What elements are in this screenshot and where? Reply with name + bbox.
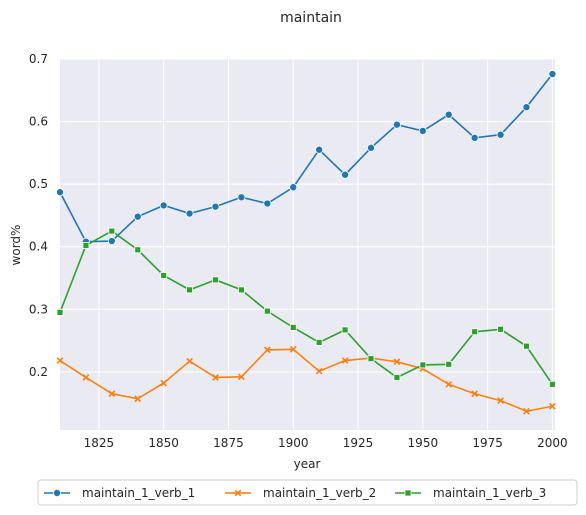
data-point [470, 133, 479, 142]
y-tick-label: 0.7 [29, 52, 48, 66]
series-line [59, 73, 554, 243]
data-point [549, 380, 556, 388]
data-point [444, 110, 453, 119]
data-point [289, 345, 297, 353]
x-axis-label: year [294, 457, 321, 471]
x-tick-label: 1925 [343, 436, 374, 450]
series-2 [56, 345, 556, 415]
data-point [185, 209, 194, 218]
data-point [238, 373, 245, 381]
data-point [315, 367, 323, 375]
legend-item-3: maintain_1_verb_3 [395, 486, 546, 500]
data-point [289, 183, 298, 192]
data-point [160, 379, 168, 387]
data-point [315, 145, 324, 154]
y-tick-label: 0.3 [29, 302, 48, 316]
data-point [445, 380, 453, 388]
data-point [107, 237, 116, 246]
x-tick-label: 1875 [213, 436, 244, 450]
data-point [419, 361, 427, 369]
x-tick-label: 1975 [472, 436, 503, 450]
legend-marker [234, 489, 242, 497]
data-point [418, 126, 427, 135]
grid [60, 58, 555, 430]
data-point [392, 120, 401, 129]
data-point [522, 103, 531, 112]
data-point [471, 328, 479, 336]
x-tick-label: 1825 [84, 436, 115, 450]
data-point [159, 201, 168, 210]
data-point [134, 246, 142, 254]
legend-item-1: maintain_1_verb_1 [44, 486, 195, 500]
data-point [133, 212, 142, 221]
legend-item-2: maintain_1_verb_2 [225, 486, 376, 500]
y-tick-label: 0.2 [29, 365, 48, 379]
data-point [82, 374, 90, 381]
data-point [393, 358, 401, 366]
legend-frame [37, 479, 578, 506]
x-tick-label: 1950 [408, 436, 439, 450]
series-3 [56, 227, 556, 388]
axis-ticks: 1825 1850 1875 1900 1925 1950 1975 2000 0.2 0.3 0.… [29, 52, 568, 450]
legend-items: maintain_1_verb_1 maintain_1_verb_2 mainta… [44, 486, 546, 500]
chart-title: maintain [280, 10, 342, 26]
data-point [108, 227, 116, 235]
x-tick-label: 1850 [148, 436, 179, 450]
series-1 [56, 70, 557, 246]
data-point [237, 193, 246, 202]
data-point [263, 307, 271, 315]
plot-area [60, 59, 555, 430]
data-point [212, 276, 219, 284]
data-point [523, 342, 530, 350]
data-point [366, 143, 375, 152]
legend-label: maintain_1_verb_3 [433, 486, 546, 500]
data-point [367, 355, 375, 363]
data-point [56, 308, 64, 316]
series-line [59, 230, 554, 385]
data-point [496, 130, 505, 139]
data-point [212, 374, 219, 381]
data-point [211, 202, 220, 211]
data-point [549, 402, 556, 410]
data-point [82, 242, 90, 249]
data-point [393, 374, 401, 381]
data-point [186, 286, 193, 294]
legend: maintain_1_verb_1 maintain_1_verb_2 mainta… [37, 479, 578, 506]
data-point [238, 286, 245, 294]
data-point [497, 397, 504, 404]
data-point [263, 346, 271, 354]
legend-label: maintain_1_verb_2 [263, 486, 376, 500]
y-tick-label: 0.5 [29, 177, 48, 191]
legend-marker [53, 488, 62, 497]
series-layer [56, 70, 557, 415]
data-point [134, 395, 142, 403]
data-point [548, 70, 557, 79]
y-tick-label: 0.4 [29, 240, 48, 254]
data-point [341, 170, 350, 179]
data-point [341, 326, 349, 334]
data-point [445, 360, 453, 368]
x-tick-label: 1900 [278, 436, 309, 450]
legend-marker [404, 489, 412, 497]
y-axis-label: word% [9, 225, 23, 266]
data-point [523, 407, 530, 415]
data-point [186, 357, 193, 365]
y-tick-label: 0.6 [29, 115, 48, 129]
data-point [289, 323, 297, 331]
data-point [497, 325, 504, 333]
data-point [160, 272, 168, 279]
x-tick-label: 2000 [537, 436, 568, 450]
data-point [108, 390, 116, 398]
data-point [471, 390, 479, 398]
series-line [59, 348, 553, 413]
data-point [56, 188, 65, 197]
data-point [315, 339, 323, 346]
data-point [341, 357, 349, 364]
data-point [56, 357, 64, 364]
data-point [263, 199, 272, 208]
legend-label: maintain_1_verb_1 [82, 486, 195, 500]
